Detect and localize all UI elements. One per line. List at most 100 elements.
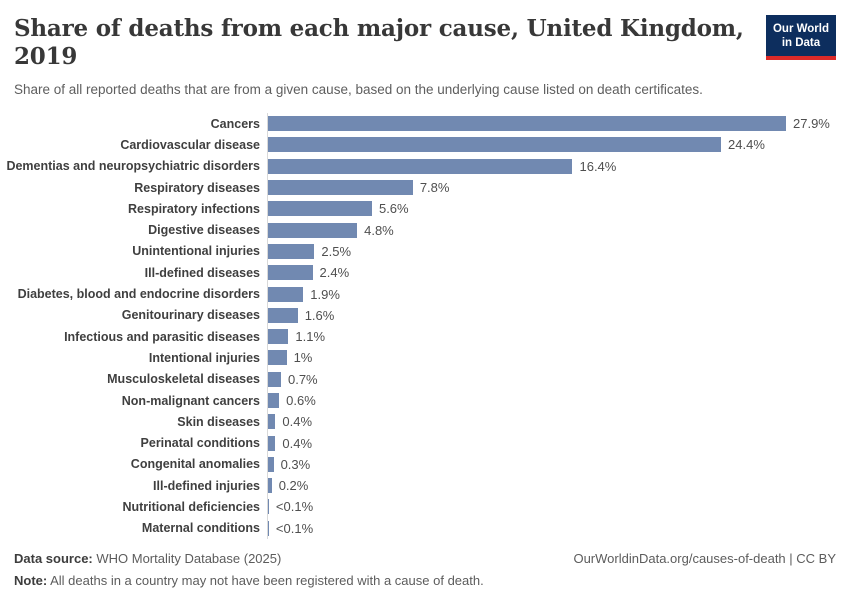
bar <box>268 307 298 323</box>
bar <box>268 265 313 281</box>
bar <box>268 435 276 451</box>
bar-value: <0.1% <box>275 499 314 515</box>
bar <box>268 499 269 515</box>
bar <box>268 478 272 494</box>
owid-logo-line2: in Data <box>781 37 821 49</box>
header-text: Share of deaths from each major cause, U… <box>14 15 754 100</box>
bar-row: Digestive diseases 4.8% <box>14 219 836 241</box>
header: Share of deaths from each major cause, U… <box>0 0 850 100</box>
category-label: Dementias and neuropsychiatric disorders <box>6 159 260 174</box>
bar-row: Ill-defined diseases 2.4% <box>14 262 836 284</box>
category-label: Cardiovascular disease <box>120 137 260 152</box>
category-label: Infectious and parasitic diseases <box>64 329 260 344</box>
category-label: Unintentional injuries <box>132 244 260 259</box>
bar-value: 5.6% <box>378 201 409 217</box>
note-text: All deaths in a country may not have bee… <box>47 573 484 588</box>
bar-row: Cancers 27.9% <box>14 113 836 135</box>
bar-value: 1.1% <box>295 329 326 345</box>
bar-value: 27.9% <box>793 116 830 132</box>
bar-value: 24.4% <box>728 137 765 153</box>
bar-value: 2.4% <box>319 265 350 281</box>
bar-value: <0.1% <box>275 520 314 536</box>
footer-row-note: Note: All deaths in a country may not ha… <box>14 572 836 589</box>
owid-logo-line1: Our World <box>772 23 829 35</box>
chart-title: Share of deaths from each major cause, U… <box>14 15 744 70</box>
bar <box>268 180 413 196</box>
category-label: Congenital anomalies <box>130 457 260 472</box>
bar <box>268 371 281 387</box>
bar-row: Nutritional deficiencies <0.1% <box>14 496 836 518</box>
bar <box>268 456 274 472</box>
category-label: Cancers <box>210 116 260 131</box>
bar-row: Unintentional injuries 2.5% <box>14 240 836 263</box>
category-label: Diabetes, blood and endocrine disorders <box>17 287 260 302</box>
bar-track: 2.5% <box>267 240 836 263</box>
footer-row-source: Data source: WHO Mortality Database (202… <box>14 550 836 567</box>
category-label: Ill-defined injuries <box>153 478 260 493</box>
bar-row: Congenital anomalies 0.3% <box>14 453 836 476</box>
bar-value: 0.7% <box>287 371 318 387</box>
chart-subtitle: Share of all reported deaths that are fr… <box>14 82 703 97</box>
bar-row: Respiratory infections 5.6% <box>14 198 836 220</box>
bar-track: 16.4% <box>267 155 836 177</box>
bar-row: Respiratory diseases 7.8% <box>14 176 836 199</box>
category-label: Genitourinary diseases <box>121 308 260 323</box>
bar-value: 1% <box>293 350 313 366</box>
category-label: Non-malignant cancers <box>121 393 260 408</box>
bar-row: Ill-defined injuries 0.2% <box>14 475 836 497</box>
category-label: Skin diseases <box>177 414 260 429</box>
category-label: Perinatal conditions <box>140 436 260 451</box>
bar-row: Non-malignant cancers 0.6% <box>14 389 836 412</box>
bar-row: Genitourinary diseases 1.6% <box>14 304 836 326</box>
data-source: Data source: WHO Mortality Database (202… <box>14 550 281 567</box>
owid-logo: Our World in Data <box>765 15 836 60</box>
bar-row: Diabetes, blood and endocrine disorders 1… <box>14 283 836 305</box>
bar <box>268 393 280 408</box>
bar <box>268 329 289 345</box>
bar-track: 24.4% <box>267 134 836 156</box>
bar-track: 0.4% <box>267 411 836 433</box>
bar-row: Skin diseases 0.4% <box>14 411 836 433</box>
bar-chart: Cancers 27.9% Cardiovascular disease 24.4% D… <box>6 113 836 539</box>
bar-value: 7.8% <box>419 180 450 196</box>
bar-track: 0.2% <box>267 475 836 497</box>
bar-value: 2.5% <box>321 243 352 259</box>
bar-track: 4.8% <box>267 219 836 241</box>
bar <box>268 116 786 132</box>
credit-link: OurWorldinData.org/causes-of-death | CC … <box>573 551 836 566</box>
bar-row: Perinatal conditions 0.4% <box>14 432 836 454</box>
bar-row: Maternal conditions <0.1% <box>14 517 836 539</box>
category-label: Respiratory diseases <box>134 180 260 195</box>
data-source-label: Data source: <box>14 551 93 566</box>
category-label: Ill-defined diseases <box>144 265 260 280</box>
bar-row: Musculoskeletal diseases 0.7% <box>14 368 836 390</box>
category-label: Intentional injuries <box>148 350 260 365</box>
bar-track: 27.9% <box>267 113 836 135</box>
bar <box>268 520 269 536</box>
bar-row: Dementias and neuropsychiatric disorders… <box>6 155 836 177</box>
bar-value: 1.9% <box>310 286 340 302</box>
bar-track: 1.6% <box>267 304 836 326</box>
bar-value: 0.3% <box>280 456 311 472</box>
bar-row: Intentional injuries 1% <box>14 347 836 369</box>
bar-track: <0.1% <box>267 517 836 539</box>
bar <box>268 286 304 302</box>
bar-track: 0.3% <box>267 453 836 476</box>
data-source-text: WHO Mortality Database (2025) <box>92 551 282 566</box>
category-label: Musculoskeletal diseases <box>107 372 260 387</box>
bar-track: 1% <box>267 347 836 369</box>
bar-track: 1.9% <box>267 283 836 305</box>
bar <box>268 414 276 430</box>
category-label: Digestive diseases <box>148 223 260 238</box>
category-label: Respiratory infections <box>128 201 260 216</box>
bar <box>268 158 573 174</box>
bar-track: 2.4% <box>267 262 836 284</box>
bar <box>268 350 287 366</box>
bar-value: 16.4% <box>579 158 617 174</box>
note-label: Note: <box>14 573 48 588</box>
bar-track: 0.7% <box>267 368 836 390</box>
bar <box>268 137 722 153</box>
bar-value: 1.6% <box>304 307 335 323</box>
bar-row: Infectious and parasitic diseases 1.1% <box>14 325 836 348</box>
